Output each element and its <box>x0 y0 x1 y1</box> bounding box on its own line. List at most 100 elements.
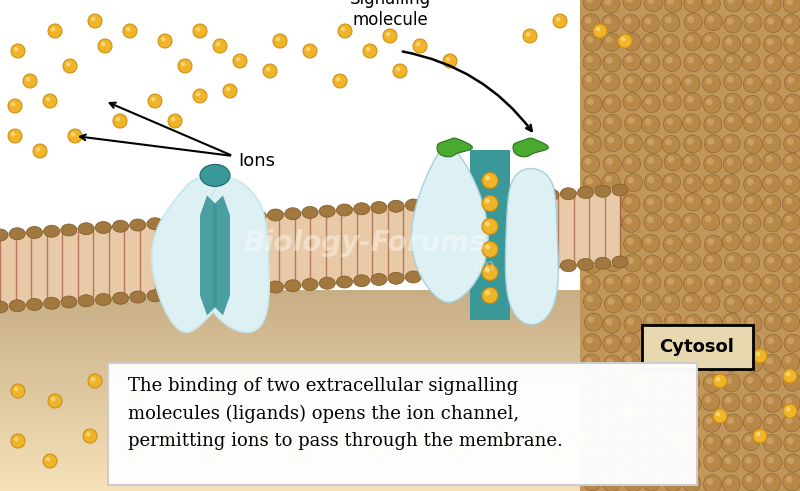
Circle shape <box>101 42 106 47</box>
Circle shape <box>744 13 762 31</box>
Bar <box>0 488 650 491</box>
Circle shape <box>647 0 654 4</box>
Circle shape <box>645 18 651 25</box>
Circle shape <box>745 436 752 442</box>
Circle shape <box>787 37 794 44</box>
Circle shape <box>726 56 734 63</box>
Circle shape <box>644 213 662 231</box>
Circle shape <box>625 473 642 491</box>
Polygon shape <box>200 195 217 315</box>
Circle shape <box>707 278 714 285</box>
Circle shape <box>453 444 467 458</box>
Circle shape <box>684 193 702 211</box>
Text: Ions: Ions <box>238 152 275 170</box>
Circle shape <box>223 84 237 98</box>
Circle shape <box>485 245 490 249</box>
Circle shape <box>606 198 613 205</box>
Circle shape <box>684 0 702 12</box>
Circle shape <box>193 24 207 38</box>
Bar <box>0 395 650 399</box>
Circle shape <box>443 54 457 68</box>
Circle shape <box>704 155 722 173</box>
Circle shape <box>786 0 793 5</box>
Ellipse shape <box>560 260 576 272</box>
Circle shape <box>605 76 611 83</box>
Circle shape <box>383 29 397 43</box>
Circle shape <box>626 0 633 2</box>
Circle shape <box>763 355 781 373</box>
Circle shape <box>707 317 714 324</box>
Circle shape <box>724 15 742 33</box>
Circle shape <box>744 374 762 391</box>
Circle shape <box>413 429 427 443</box>
Bar <box>0 430 650 434</box>
Circle shape <box>726 76 734 83</box>
Circle shape <box>645 237 652 244</box>
Circle shape <box>536 432 541 436</box>
Circle shape <box>605 18 611 24</box>
Circle shape <box>746 0 753 3</box>
Circle shape <box>626 96 633 103</box>
Circle shape <box>14 47 18 52</box>
Circle shape <box>604 213 622 231</box>
Circle shape <box>553 14 567 28</box>
Circle shape <box>667 338 674 345</box>
Bar <box>0 353 650 356</box>
Circle shape <box>766 117 773 124</box>
Ellipse shape <box>457 195 473 207</box>
Circle shape <box>624 235 642 253</box>
Circle shape <box>626 238 634 245</box>
Circle shape <box>456 447 461 451</box>
Circle shape <box>667 477 674 484</box>
Bar <box>0 327 650 331</box>
Bar <box>0 398 650 401</box>
Circle shape <box>744 194 762 212</box>
Ellipse shape <box>78 223 94 235</box>
Ellipse shape <box>354 275 370 287</box>
Circle shape <box>786 56 794 63</box>
Circle shape <box>767 337 774 344</box>
Circle shape <box>296 452 301 457</box>
Circle shape <box>726 196 733 203</box>
Circle shape <box>682 434 701 452</box>
Circle shape <box>727 116 734 123</box>
Ellipse shape <box>95 221 111 234</box>
Circle shape <box>685 338 692 345</box>
Circle shape <box>485 221 490 226</box>
Circle shape <box>644 173 662 191</box>
Circle shape <box>726 137 732 144</box>
Circle shape <box>702 414 721 432</box>
Bar <box>0 472 650 476</box>
Polygon shape <box>0 188 620 309</box>
Circle shape <box>663 455 682 473</box>
Circle shape <box>273 34 287 48</box>
Circle shape <box>686 458 692 464</box>
Circle shape <box>782 254 800 272</box>
Bar <box>0 467 650 471</box>
Circle shape <box>686 237 693 243</box>
Circle shape <box>166 432 170 436</box>
Circle shape <box>482 195 498 212</box>
Circle shape <box>196 92 200 96</box>
Circle shape <box>784 454 800 472</box>
Circle shape <box>764 334 782 353</box>
Circle shape <box>602 233 620 251</box>
Circle shape <box>763 434 782 452</box>
Circle shape <box>605 176 612 183</box>
Circle shape <box>48 24 62 38</box>
Bar <box>0 405 650 409</box>
Circle shape <box>627 318 634 325</box>
Circle shape <box>624 315 642 333</box>
Bar <box>0 300 650 303</box>
Circle shape <box>485 198 490 203</box>
Circle shape <box>764 15 782 32</box>
Circle shape <box>366 47 370 52</box>
Circle shape <box>676 357 681 361</box>
Circle shape <box>602 14 619 32</box>
Circle shape <box>43 94 57 108</box>
Circle shape <box>602 73 620 91</box>
Circle shape <box>607 257 614 264</box>
Circle shape <box>622 155 641 173</box>
Circle shape <box>762 274 780 292</box>
Circle shape <box>642 15 659 32</box>
